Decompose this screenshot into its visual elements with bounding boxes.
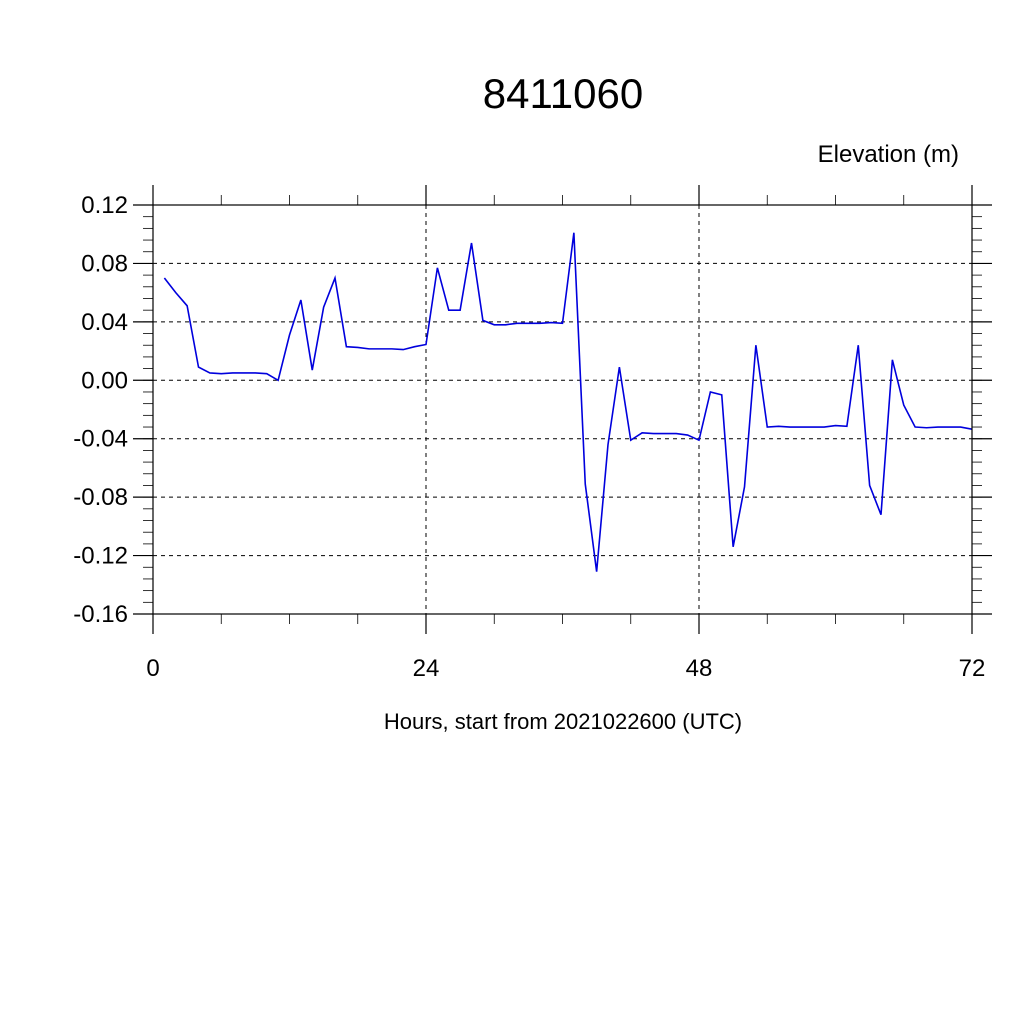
y-tick-label: 0.00 xyxy=(81,367,128,394)
y-tick-label: 0.04 xyxy=(81,309,128,336)
y-tick-label: 0.08 xyxy=(81,250,128,277)
y-tick-label: 0.12 xyxy=(81,192,128,219)
x-tick-label: 72 xyxy=(959,655,986,682)
x-tick-label: 24 xyxy=(413,655,440,682)
tick-labels: 0.12 0.08 0.04 0.00 -0.04 -0.08 -0.12 -0.16 0 24 4… xyxy=(73,192,985,682)
plot-frame xyxy=(152,204,973,615)
chart-title: 8411060 xyxy=(483,70,643,117)
y-tick-label: -0.08 xyxy=(73,484,128,511)
axis-ticks xyxy=(133,185,992,634)
x-axis-label: Hours, start from 2021022600 (UTC) xyxy=(384,709,742,734)
x-tick-label: 0 xyxy=(146,655,159,682)
x-tick-label: 48 xyxy=(686,655,713,682)
elevation-label: Elevation (m) xyxy=(818,141,959,168)
y-tick-label: -0.12 xyxy=(73,543,128,570)
elevation-series-line xyxy=(163,232,973,572)
y-tick-label: -0.04 xyxy=(73,426,128,453)
y-tick-label: -0.16 xyxy=(73,601,128,628)
